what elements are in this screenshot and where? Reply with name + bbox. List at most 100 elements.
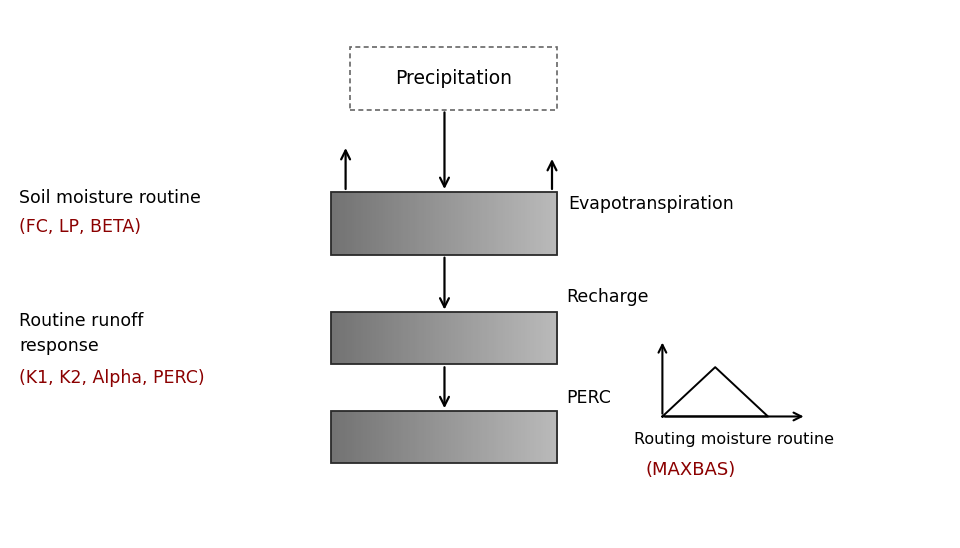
Bar xyxy=(430,192,434,255)
Bar xyxy=(473,411,476,463)
Bar xyxy=(462,192,466,255)
Bar xyxy=(534,411,538,463)
Bar xyxy=(336,312,339,364)
Bar xyxy=(550,411,553,463)
Bar xyxy=(471,312,474,364)
Bar xyxy=(534,312,538,364)
Bar xyxy=(372,192,375,255)
Bar xyxy=(385,192,389,255)
Bar xyxy=(446,192,449,255)
Bar xyxy=(345,312,348,364)
Bar xyxy=(485,411,488,463)
Bar xyxy=(356,312,359,364)
Bar xyxy=(500,411,504,463)
Bar xyxy=(541,312,544,364)
Bar xyxy=(485,192,488,255)
Text: response: response xyxy=(19,338,99,355)
Bar xyxy=(399,312,402,364)
Bar xyxy=(518,312,521,364)
Bar xyxy=(552,192,556,255)
Bar xyxy=(358,312,362,364)
Bar xyxy=(351,312,354,364)
Bar xyxy=(356,411,359,463)
Bar xyxy=(462,312,466,364)
Bar xyxy=(433,192,436,255)
Bar xyxy=(530,312,533,364)
Bar xyxy=(408,411,411,463)
Bar xyxy=(525,411,528,463)
Bar xyxy=(475,192,479,255)
Bar xyxy=(410,411,414,463)
Bar xyxy=(455,312,459,364)
Bar xyxy=(467,312,469,364)
Bar xyxy=(395,411,397,463)
Bar xyxy=(343,192,346,255)
Bar xyxy=(482,192,486,255)
Bar xyxy=(353,411,357,463)
Bar xyxy=(430,312,434,364)
Bar xyxy=(545,192,549,255)
Bar xyxy=(516,312,519,364)
Bar xyxy=(408,312,411,364)
Bar xyxy=(453,192,456,255)
Bar xyxy=(520,192,524,255)
Bar xyxy=(368,411,371,463)
Bar xyxy=(388,411,391,463)
Bar xyxy=(505,411,508,463)
Bar xyxy=(428,192,431,255)
Bar xyxy=(518,411,521,463)
Bar xyxy=(489,411,492,463)
Bar xyxy=(410,192,414,255)
Bar xyxy=(471,192,474,255)
Bar xyxy=(453,312,456,364)
Bar xyxy=(473,192,476,255)
Bar xyxy=(543,312,546,364)
Bar xyxy=(420,411,422,463)
Bar xyxy=(440,312,443,364)
Bar xyxy=(482,411,486,463)
Bar xyxy=(496,411,499,463)
Bar xyxy=(487,312,490,364)
Bar xyxy=(444,192,447,255)
Bar xyxy=(433,312,436,364)
Bar xyxy=(539,192,542,255)
Bar xyxy=(482,312,486,364)
Bar xyxy=(370,411,372,463)
Bar xyxy=(374,192,377,255)
Bar xyxy=(460,411,463,463)
Bar xyxy=(537,192,540,255)
Bar xyxy=(446,411,449,463)
Bar xyxy=(539,411,542,463)
Bar xyxy=(451,192,454,255)
Bar xyxy=(420,192,422,255)
Bar xyxy=(468,192,472,255)
Bar xyxy=(532,312,535,364)
Bar xyxy=(448,411,452,463)
Bar xyxy=(448,192,452,255)
Bar xyxy=(336,411,339,463)
Bar xyxy=(385,411,389,463)
Bar xyxy=(376,312,379,364)
Bar xyxy=(541,411,544,463)
Bar xyxy=(527,411,531,463)
Bar xyxy=(370,312,372,364)
Bar xyxy=(392,192,396,255)
Bar xyxy=(420,312,422,364)
Bar xyxy=(465,411,468,463)
Text: Routing moisture routine: Routing moisture routine xyxy=(634,432,833,447)
Bar xyxy=(489,192,492,255)
Bar xyxy=(455,411,459,463)
Bar xyxy=(361,192,364,255)
Bar xyxy=(537,411,540,463)
Bar xyxy=(333,411,337,463)
Bar xyxy=(383,312,386,364)
Bar xyxy=(345,192,348,255)
Bar xyxy=(525,312,528,364)
Bar xyxy=(520,312,524,364)
Bar xyxy=(545,411,549,463)
Bar xyxy=(399,411,402,463)
Bar xyxy=(530,192,533,255)
Bar xyxy=(493,312,497,364)
Text: (FC, LP, BETA): (FC, LP, BETA) xyxy=(19,219,141,236)
Bar xyxy=(331,312,334,364)
